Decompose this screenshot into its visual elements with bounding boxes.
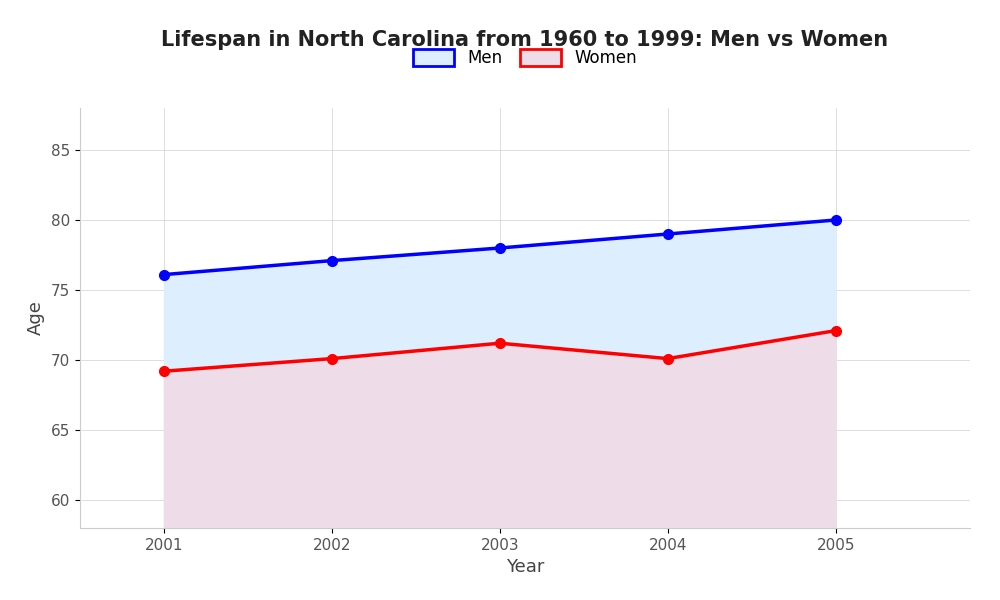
Y-axis label: Age: Age (27, 301, 45, 335)
Legend: Men, Women: Men, Women (404, 41, 646, 76)
X-axis label: Year: Year (506, 558, 544, 576)
Title: Lifespan in North Carolina from 1960 to 1999: Men vs Women: Lifespan in North Carolina from 1960 to … (161, 29, 889, 49)
